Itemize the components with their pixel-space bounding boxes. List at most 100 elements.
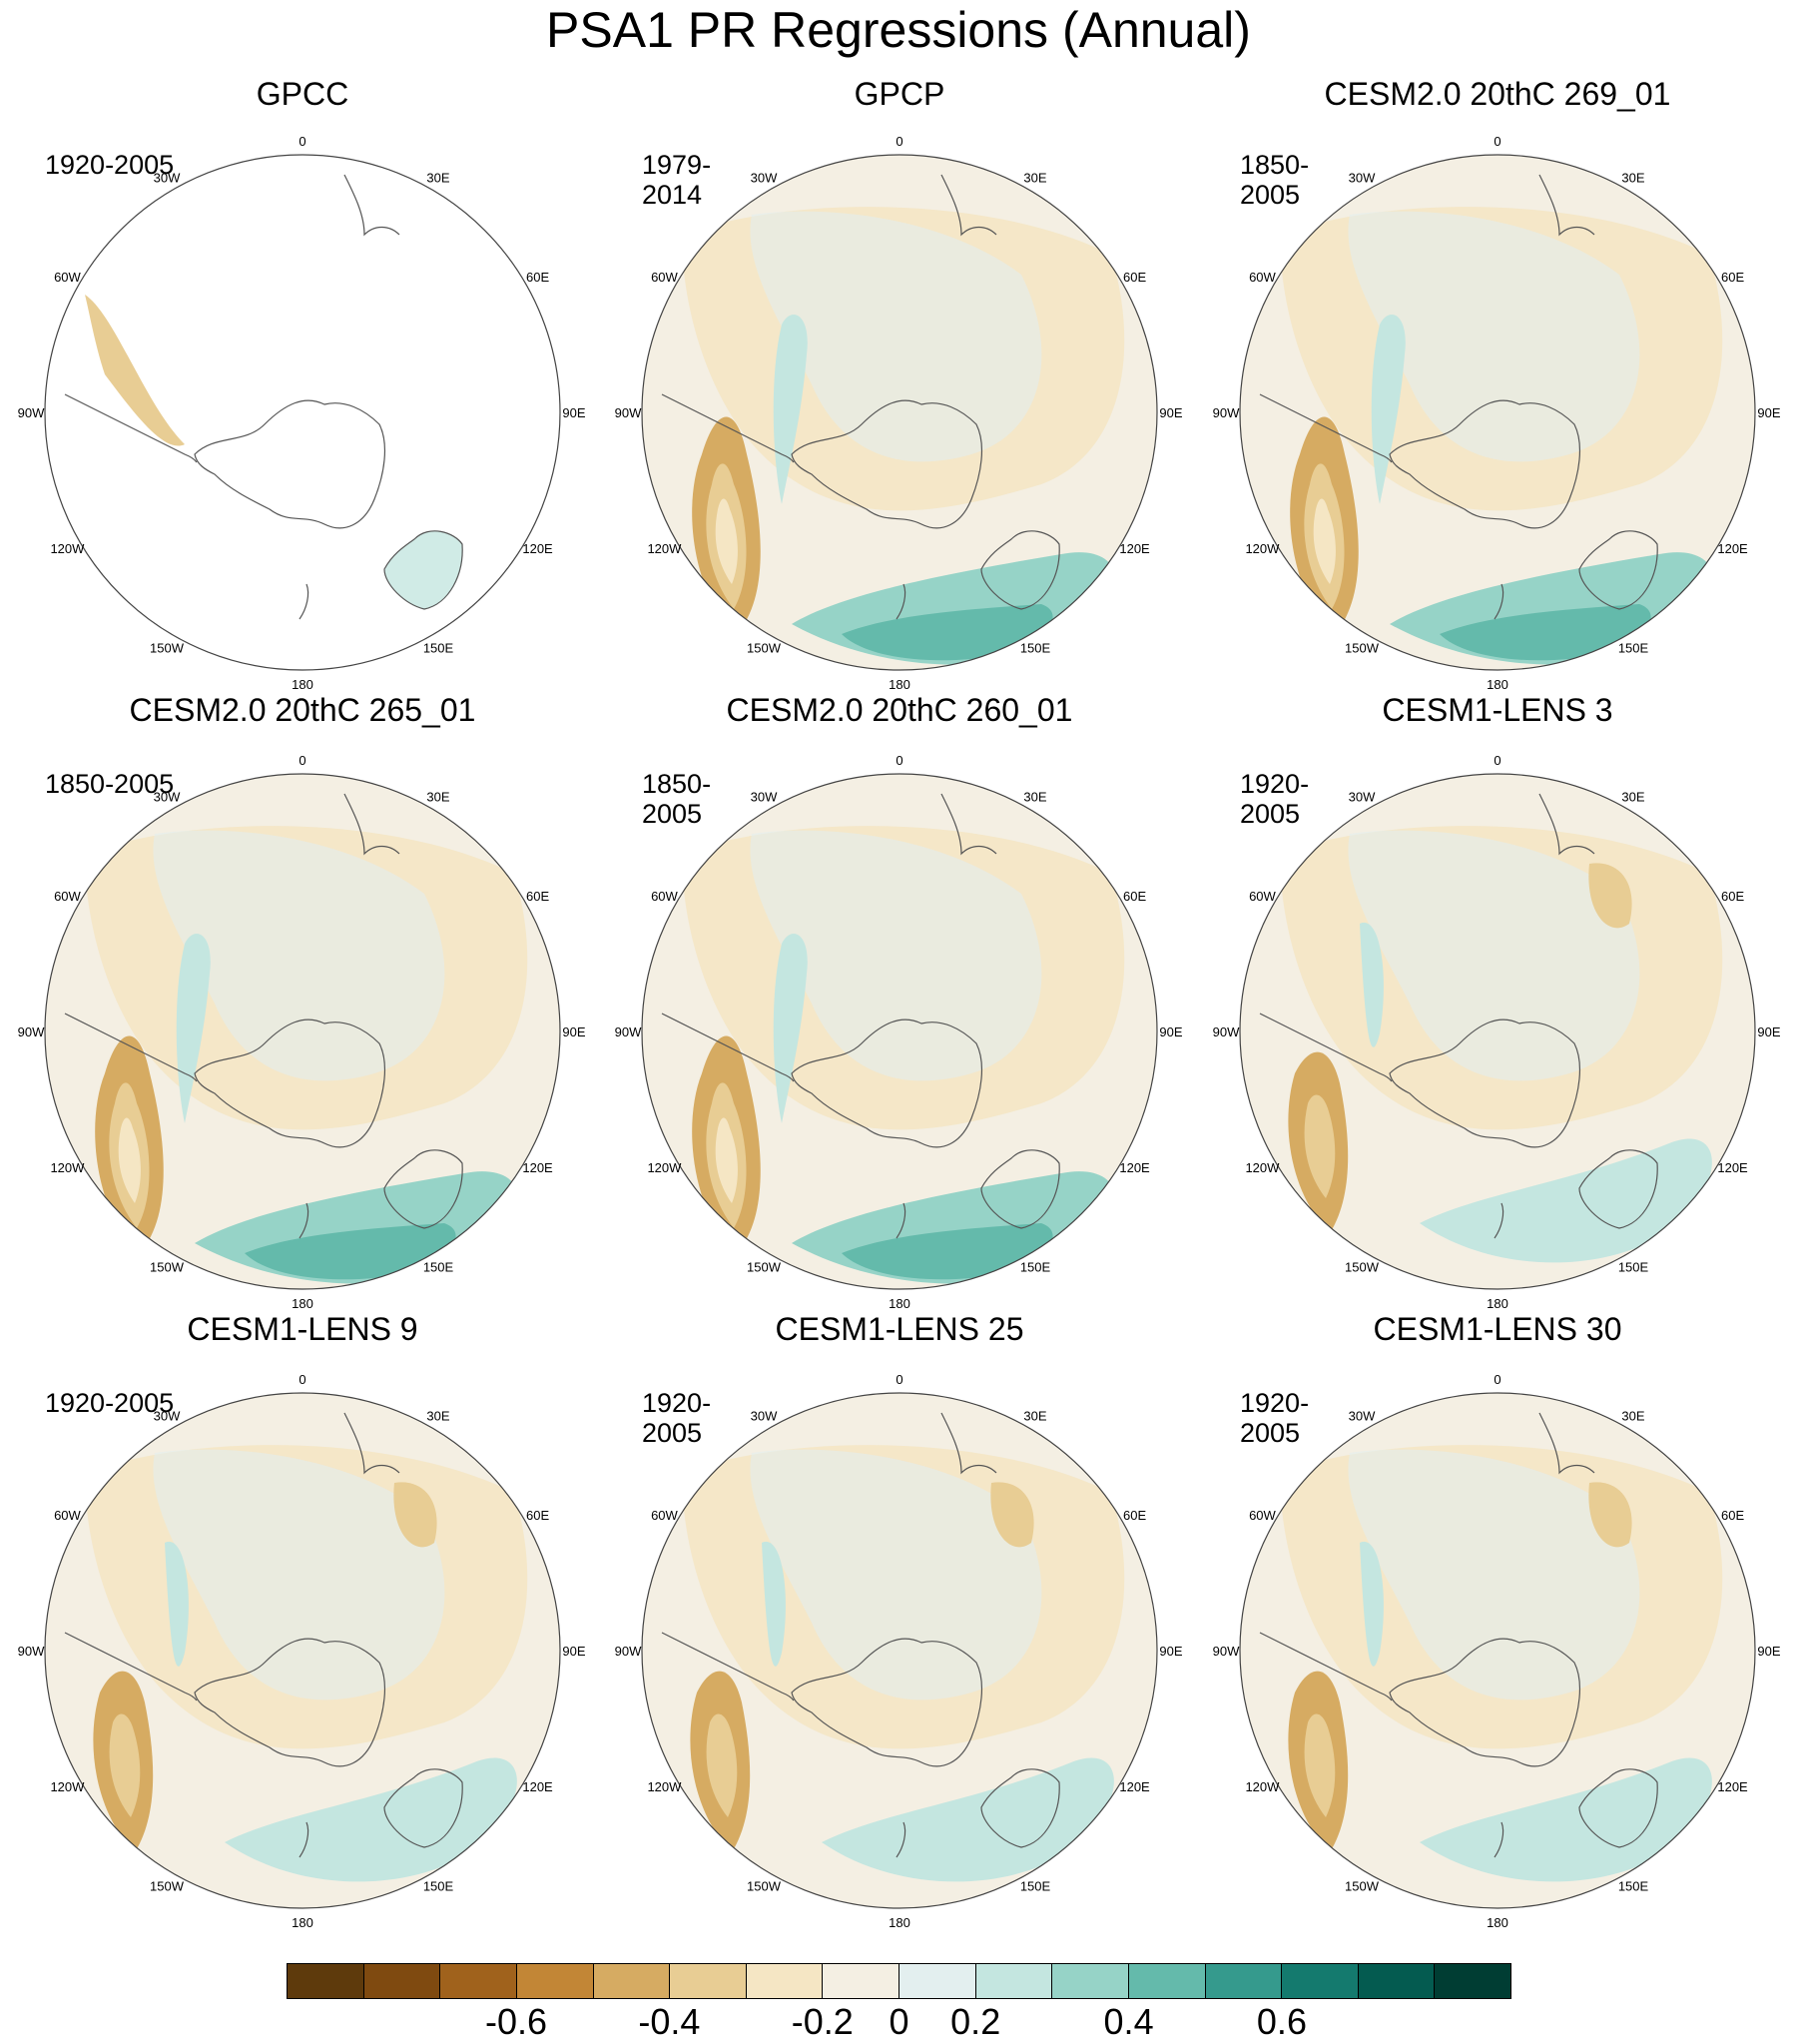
map-border: [1239, 154, 1756, 671]
colorbar: [287, 1963, 1511, 1999]
map-border: [641, 154, 1158, 671]
longitude-label: 60E: [526, 889, 549, 904]
longitude-label: 30E: [1621, 170, 1644, 185]
longitude-label: 150W: [150, 641, 185, 656]
field-region: [118, 1117, 141, 1203]
panel-title: CESM2.0 20thC 269_01: [1324, 76, 1671, 112]
field-region: [153, 830, 445, 1081]
longitude-label: 60E: [1721, 1508, 1744, 1523]
panel-title: CESM1-LENS 9: [187, 1311, 418, 1347]
longitude-label: 120E: [1717, 1160, 1748, 1175]
longitude-label: 60W: [1249, 270, 1276, 285]
map-border: [641, 1392, 1158, 1909]
longitude-label: 120E: [1119, 1160, 1150, 1175]
longitude-label: 150W: [747, 1879, 782, 1894]
longitude-label: 30E: [1023, 789, 1046, 804]
longitude-label: 0: [299, 134, 305, 149]
colorbar-box: [593, 1964, 671, 1998]
field-region: [1313, 498, 1336, 584]
longitude-label: 0: [896, 134, 902, 149]
longitude-label: 120W: [50, 541, 85, 556]
colorbar-box: [746, 1964, 824, 1998]
coastlines: [661, 793, 1060, 1239]
colorbar-box: [1358, 1964, 1436, 1998]
map-panel: CESM1-LENS 3 1920-2005 0 30E 60E 90E 120E 150E 1…: [0, 0, 1781, 1311]
colorbar-box: [1128, 1964, 1206, 1998]
longitude-label: 150W: [150, 1879, 185, 1894]
longitude-label: 30E: [426, 1408, 449, 1423]
longitude-label: 150E: [1020, 641, 1051, 656]
field-region: [1360, 922, 1384, 1047]
field-region: [245, 1223, 456, 1280]
colorbar-box: [1435, 1964, 1510, 1998]
longitude-label: 30E: [426, 789, 449, 804]
field-region: [1420, 1757, 1712, 1882]
field-region: [1371, 315, 1406, 504]
field-region: [750, 211, 1042, 462]
polar-map: 0 30E 60E 90E 120E 150E 180 150W 120W 90W 60W 30W: [18, 1372, 586, 1930]
longitude-label: 120W: [647, 1160, 682, 1175]
longitude-label: 60W: [54, 1508, 81, 1523]
longitude-label: 120E: [1717, 1779, 1748, 1794]
field-region: [715, 1117, 738, 1203]
longitude-label: 150W: [747, 1260, 782, 1275]
field-region: [384, 530, 463, 609]
period-label: 1850-2005: [1240, 150, 1310, 210]
colorbar-tick-label: 0.4: [1103, 2001, 1154, 2042]
longitude-label: 60E: [526, 270, 549, 285]
period-label: 1920-2005: [642, 1388, 712, 1448]
longitude-label: 0: [896, 753, 902, 768]
longitude-label: 60E: [526, 1508, 549, 1523]
polar-map: 0 30E 60E 90E 120E 150E 180 150W 120W 90W 60W 30W: [18, 134, 586, 692]
longitude-label: 180: [292, 1296, 313, 1311]
field-region: [750, 1449, 1042, 1701]
field-region: [1588, 1482, 1632, 1548]
field-region: [85, 295, 185, 446]
longitude-label: 30E: [1621, 1408, 1644, 1423]
field-region: [842, 604, 1053, 661]
longitude-label: 90E: [562, 1024, 585, 1039]
colorbar-box: [1205, 1964, 1283, 1998]
longitude-label: 90W: [615, 405, 642, 420]
coastlines: [64, 174, 463, 620]
map-panel: CESM2.0 20thC 269_01 1850-2005 0 30E 60E 90E 1…: [0, 0, 1781, 692]
field-region: [1348, 830, 1640, 1081]
coastlines: [661, 1412, 1060, 1858]
colorbar-box: [363, 1964, 441, 1998]
map-panel: GPCP 1979-2014 0 30E 60E 90E 120E 150E 180 150W 12…: [0, 0, 1183, 692]
longitude-label: 30E: [1023, 1408, 1046, 1423]
longitude-label: 0: [299, 1372, 305, 1387]
longitude-label: 90W: [1213, 405, 1240, 420]
colorbar-tick-label: 0.2: [950, 2001, 1001, 2042]
colorbar-box: [288, 1964, 364, 1998]
longitude-label: 150E: [423, 1879, 454, 1894]
polar-map: 0 30E 60E 90E 120E 150E 180 150W 120W 90W 60W 30W: [615, 134, 1183, 692]
map-panel: CESM1-LENS 9 1920-2005 0 30E 60E 90E 120E 150E 1…: [0, 0, 586, 1930]
colorbar-box: [670, 1964, 747, 1998]
period-label: 1850-2005: [45, 769, 175, 799]
panel-title: GPCC: [256, 76, 349, 112]
field-region: [762, 1541, 786, 1667]
longitude-label: 30W: [154, 1408, 181, 1423]
field-region: [153, 1449, 445, 1701]
map-border: [641, 773, 1158, 1290]
longitude-label: 180: [889, 1915, 910, 1930]
longitude-label: 120W: [50, 1160, 85, 1175]
map-panel: CESM1-LENS 25 1920-2005 0 30E 60E 90E 120E 150E…: [0, 0, 1183, 1930]
map-border: [1239, 773, 1756, 1290]
coastlines: [1259, 793, 1658, 1239]
longitude-label: 90E: [1159, 1024, 1182, 1039]
longitude-label: 30W: [751, 1408, 778, 1423]
field-region: [773, 934, 808, 1123]
longitude-label: 0: [1494, 753, 1500, 768]
longitude-label: 0: [1494, 1372, 1500, 1387]
field-region: [842, 1223, 1053, 1280]
longitude-label: 30E: [1023, 170, 1046, 185]
field-region: [176, 934, 211, 1123]
colorbar-box: [823, 1964, 899, 1998]
longitude-label: 150E: [423, 641, 454, 656]
longitude-label: 60W: [651, 1508, 678, 1523]
longitude-label: 150W: [747, 641, 782, 656]
longitude-label: 60W: [54, 270, 81, 285]
longitude-label: 90W: [18, 1024, 45, 1039]
